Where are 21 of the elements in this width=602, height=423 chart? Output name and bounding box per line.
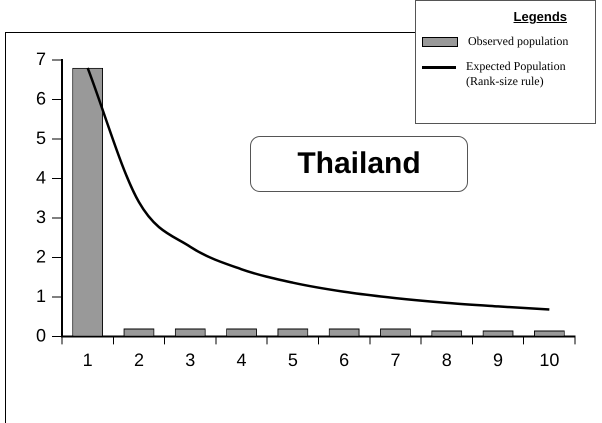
x-tick-label: 4 <box>236 350 247 370</box>
x-tick-label: 10 <box>539 350 560 370</box>
y-tick-label: 3 <box>36 206 46 227</box>
y-tick-label: 2 <box>36 246 46 266</box>
legend-label: Expected Population (Rank-size rule) <box>466 59 567 89</box>
x-tick-label: 3 <box>185 350 196 370</box>
x-tick-label: 2 <box>134 350 144 370</box>
x-tick-label: 7 <box>390 350 400 370</box>
y-tick-label: 1 <box>36 286 46 306</box>
x-tick-label: 8 <box>442 350 452 370</box>
y-tick-label: 5 <box>36 128 46 148</box>
y-tick-label: 4 <box>36 167 46 188</box>
x-tick-label: 9 <box>493 350 504 370</box>
x-tick-label: 5 <box>288 350 298 370</box>
legend-label: Observed population <box>468 34 568 49</box>
y-tick-label: 6 <box>36 88 46 108</box>
x-tick-label: 6 <box>339 350 350 370</box>
y-tick-label: 7 <box>36 48 46 69</box>
y-tick-label: 0 <box>36 325 46 346</box>
x-tick-label: 1 <box>82 350 93 370</box>
legend-title: Legends <box>512 9 568 24</box>
